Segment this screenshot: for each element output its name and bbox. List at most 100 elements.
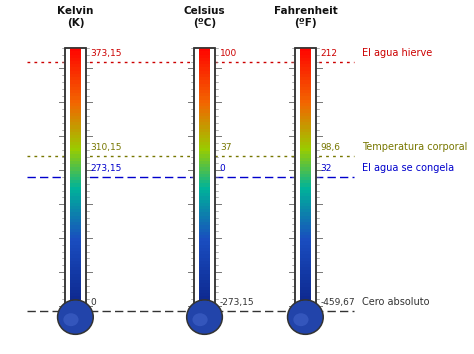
- Bar: [199, 128, 210, 132]
- Text: Temperatura corporal: Temperatura corporal: [362, 142, 467, 152]
- Bar: [199, 218, 210, 222]
- Bar: [199, 132, 210, 135]
- Text: Fahrenheit
(ºF): Fahrenheit (ºF): [273, 6, 337, 28]
- Bar: [199, 183, 210, 187]
- Bar: [199, 222, 210, 225]
- Bar: [301, 301, 310, 310]
- Bar: [199, 209, 210, 212]
- Bar: [199, 115, 210, 119]
- Ellipse shape: [187, 300, 222, 334]
- Bar: [300, 51, 310, 55]
- Bar: [70, 202, 81, 206]
- Bar: [70, 273, 81, 277]
- Bar: [300, 96, 310, 99]
- Bar: [70, 141, 81, 145]
- Bar: [199, 225, 210, 229]
- Text: 0: 0: [91, 298, 97, 307]
- Bar: [300, 189, 310, 193]
- Bar: [199, 280, 210, 283]
- Bar: [70, 215, 81, 219]
- Bar: [300, 167, 310, 171]
- Bar: [300, 296, 310, 299]
- Bar: [199, 167, 210, 171]
- Bar: [70, 173, 81, 177]
- Bar: [194, 48, 215, 306]
- Bar: [199, 86, 210, 90]
- Bar: [70, 241, 81, 245]
- Text: 273,15: 273,15: [91, 164, 122, 173]
- Ellipse shape: [288, 300, 323, 334]
- Bar: [199, 83, 210, 87]
- Bar: [70, 86, 81, 90]
- Bar: [199, 273, 210, 277]
- Bar: [194, 48, 215, 306]
- Bar: [300, 61, 310, 64]
- Bar: [70, 54, 81, 58]
- Bar: [70, 103, 81, 106]
- Bar: [300, 109, 310, 113]
- Text: 0: 0: [220, 164, 226, 173]
- Bar: [70, 74, 81, 77]
- Bar: [300, 151, 310, 154]
- Bar: [300, 74, 310, 77]
- Bar: [300, 93, 310, 96]
- Bar: [300, 132, 310, 135]
- Bar: [199, 283, 210, 287]
- Bar: [70, 193, 81, 196]
- Bar: [300, 270, 310, 274]
- Bar: [199, 135, 210, 138]
- Bar: [300, 254, 310, 258]
- Bar: [199, 173, 210, 177]
- Bar: [70, 144, 81, 148]
- Bar: [70, 212, 81, 216]
- Bar: [199, 141, 210, 145]
- Text: 37: 37: [220, 143, 231, 152]
- Bar: [70, 228, 81, 232]
- Bar: [300, 125, 310, 129]
- Bar: [300, 186, 310, 190]
- Bar: [300, 238, 310, 241]
- Bar: [300, 261, 310, 264]
- Bar: [300, 48, 310, 51]
- Bar: [300, 199, 310, 203]
- Bar: [199, 302, 210, 306]
- Bar: [300, 232, 310, 235]
- Bar: [199, 186, 210, 190]
- Bar: [199, 228, 210, 232]
- Bar: [200, 301, 209, 310]
- Bar: [300, 106, 310, 109]
- Bar: [199, 57, 210, 61]
- Bar: [70, 244, 81, 248]
- Bar: [70, 109, 81, 113]
- Ellipse shape: [64, 313, 79, 326]
- Bar: [300, 286, 310, 290]
- Bar: [70, 48, 81, 51]
- Bar: [300, 144, 310, 148]
- Bar: [70, 206, 81, 209]
- Bar: [300, 148, 310, 151]
- Bar: [300, 215, 310, 219]
- Bar: [70, 99, 81, 103]
- Bar: [70, 254, 81, 258]
- Text: -273,15: -273,15: [220, 298, 255, 307]
- Bar: [70, 299, 81, 303]
- Bar: [199, 64, 210, 67]
- Bar: [70, 64, 81, 67]
- Text: Kelvin
(K): Kelvin (K): [57, 6, 93, 28]
- Bar: [199, 189, 210, 193]
- Bar: [70, 80, 81, 84]
- Bar: [199, 215, 210, 219]
- Bar: [300, 196, 310, 200]
- Bar: [300, 276, 310, 280]
- Bar: [300, 54, 310, 58]
- Bar: [199, 125, 210, 129]
- Bar: [199, 241, 210, 245]
- Bar: [70, 90, 81, 93]
- Bar: [70, 232, 81, 235]
- Bar: [300, 257, 310, 261]
- Bar: [70, 51, 81, 55]
- Bar: [199, 74, 210, 77]
- Bar: [300, 212, 310, 216]
- Bar: [70, 186, 81, 190]
- Bar: [199, 296, 210, 299]
